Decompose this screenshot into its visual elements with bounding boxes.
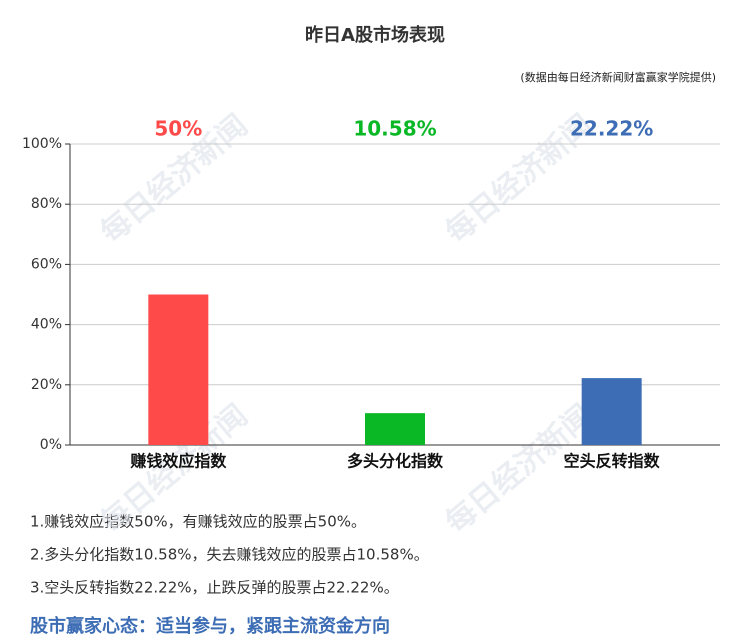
y-tick-label: 60% bbox=[31, 256, 62, 272]
bar bbox=[148, 294, 209, 445]
y-tick-label: 0% bbox=[40, 437, 62, 453]
y-tick-label: 100% bbox=[22, 136, 62, 152]
chart-subtitle: (数据由每日经济新闻财富赢家学院提供) bbox=[520, 70, 716, 84]
value-label: 22.22% bbox=[570, 117, 653, 141]
slogan: 股市赢家心态：适当参与，紧跟主流资金方向 bbox=[29, 615, 390, 637]
note: 2.多头分化指数10.58%，失去赚钱效应的股票占10.58%。 bbox=[30, 546, 429, 564]
note: 3.空头反转指数22.22%，止跌反弹的股票占22.22%。 bbox=[30, 579, 399, 597]
y-tick-label: 20% bbox=[31, 377, 62, 393]
value-label: 10.58% bbox=[353, 117, 436, 141]
bar bbox=[365, 413, 425, 445]
chart-title: 昨日A股市场表现 bbox=[305, 24, 445, 46]
note: 1.赚钱效应指数50%，有赚钱效应的股票占50%。 bbox=[30, 513, 366, 531]
x-tick-label: 赚钱效应指数 bbox=[129, 452, 227, 471]
y-tick-label: 80% bbox=[31, 196, 62, 212]
x-tick-label: 空头反转指数 bbox=[564, 452, 661, 471]
x-tick-label: 多头分化指数 bbox=[347, 452, 444, 471]
value-label: 50% bbox=[154, 117, 202, 141]
bar bbox=[581, 378, 642, 445]
y-tick-label: 40% bbox=[31, 317, 62, 333]
